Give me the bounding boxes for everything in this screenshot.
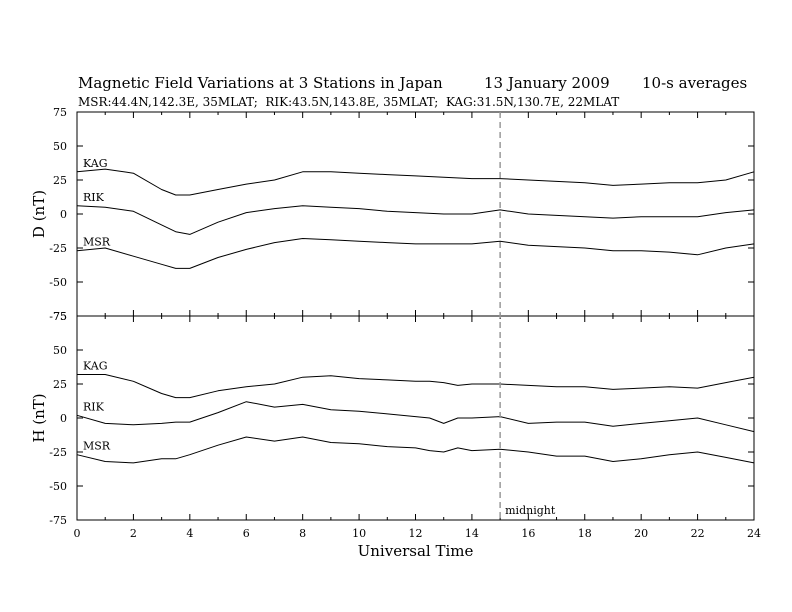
midnight-label: midnight xyxy=(505,504,556,517)
y-tick-label: -75 xyxy=(49,310,67,323)
series-label-kag: KAG xyxy=(83,157,108,170)
x-tick-label: 10 xyxy=(352,527,366,540)
h-axis-label: H (nT) xyxy=(30,393,48,442)
x-tick-label: 6 xyxy=(243,527,250,540)
x-tick-label: 4 xyxy=(186,527,193,540)
x-tick-label: 2 xyxy=(130,527,137,540)
series-line-msr xyxy=(76,436,755,464)
x-tick-label: 22 xyxy=(691,527,705,540)
x-axis-label: Universal Time xyxy=(358,542,474,560)
d-axis-label: D (nT) xyxy=(30,190,48,238)
y-tick-label: 0 xyxy=(60,208,67,221)
series-line-rik xyxy=(76,205,755,235)
series-label-rik: RIK xyxy=(83,400,105,413)
y-tick-label: 25 xyxy=(53,378,67,391)
x-tick-label: 8 xyxy=(299,527,306,540)
x-tick-label: 16 xyxy=(521,527,535,540)
series-label-rik: RIK xyxy=(83,191,105,204)
y-tick-label: -75 xyxy=(49,514,67,527)
series-line-rik xyxy=(76,401,755,433)
y-tick-label: 0 xyxy=(60,412,67,425)
series-label-msr: MSR xyxy=(83,440,111,453)
y-tick-label: 50 xyxy=(53,140,67,153)
panel-frame xyxy=(76,315,755,521)
series-label-msr: MSR xyxy=(83,236,111,249)
chart-date: 13 January 2009 xyxy=(484,74,610,92)
series-line-kag xyxy=(76,168,755,196)
y-tick-label: 50 xyxy=(53,344,67,357)
y-tick-label: -50 xyxy=(49,276,67,289)
x-tick-label: 12 xyxy=(409,527,423,540)
panel-frame xyxy=(76,111,755,317)
y-tick-label: 25 xyxy=(53,174,67,187)
x-tick-label: 14 xyxy=(465,527,479,540)
y-tick-label: -25 xyxy=(49,242,67,255)
x-tick-label: 18 xyxy=(578,527,592,540)
y-tick-label: -25 xyxy=(49,446,67,459)
series-label-kag: KAG xyxy=(83,359,108,372)
y-tick-label: 75 xyxy=(53,106,67,119)
x-tick-label: 0 xyxy=(74,527,81,540)
series-line-msr xyxy=(76,238,755,269)
d-panel: 75 50 25 0 -25 -50 -75 KAG RIK MSR xyxy=(49,106,755,323)
stations-line: MSR:44.4N,142.3E, 35MLAT; RIK:43.5N,143.… xyxy=(78,95,619,109)
chart-title: Magnetic Field Variations at 3 Stations … xyxy=(78,74,443,92)
chart-averaging: 10-s averages xyxy=(642,74,747,92)
y-tick-label: -50 xyxy=(49,480,67,493)
y-tick-label: 75 xyxy=(53,310,67,323)
x-tick-label: 20 xyxy=(634,527,648,540)
series-line-kag xyxy=(77,374,755,399)
x-tick-label: 24 xyxy=(747,527,761,540)
